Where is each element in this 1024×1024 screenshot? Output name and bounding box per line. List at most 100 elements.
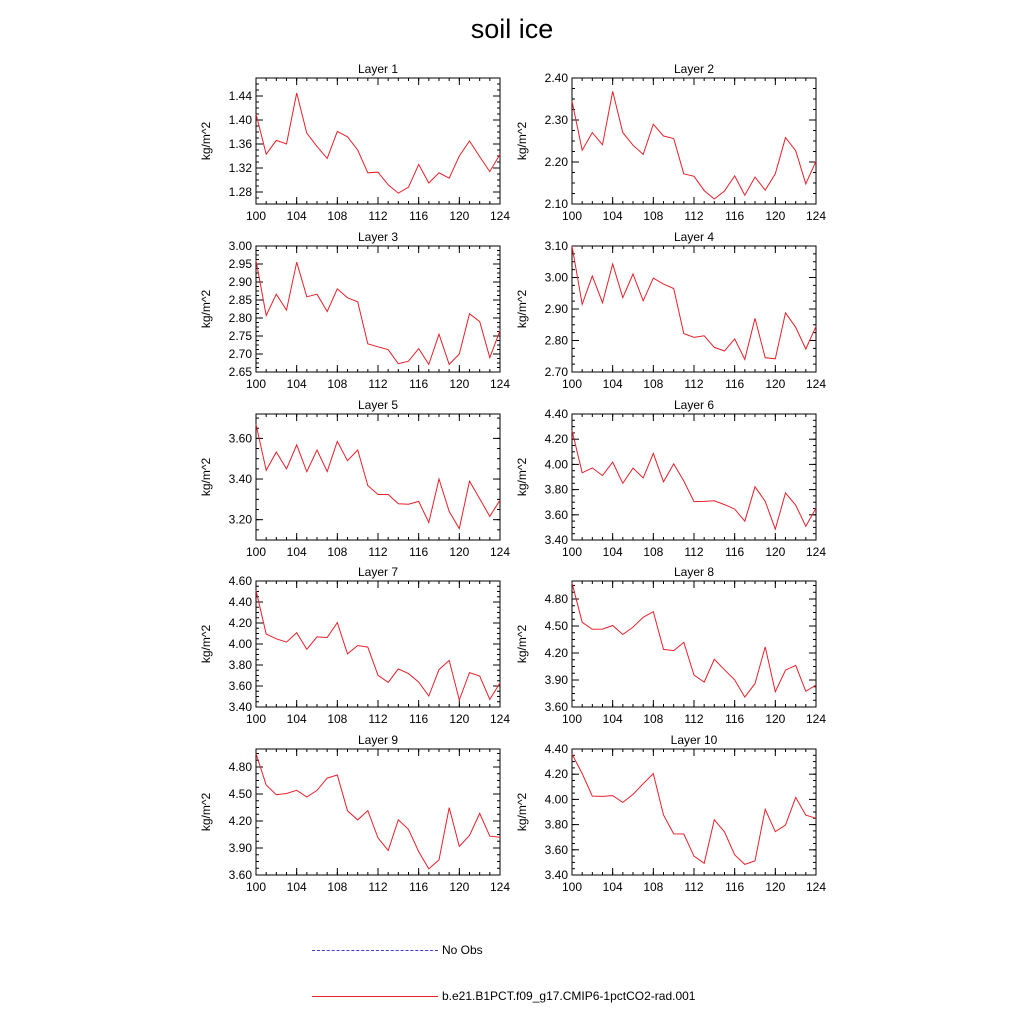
layer-6-y-axis-label: kg/m^2	[515, 458, 529, 497]
layer-3-y-tick-label: 3.00	[229, 239, 253, 253]
layer-5-title: Layer 5	[358, 398, 398, 412]
layer-4-x-tick-label: 120	[765, 377, 785, 391]
layer-7-x-tick-label: 104	[287, 712, 307, 726]
layer-4-y-tick-label: 3.00	[545, 271, 569, 285]
layer-3-y-axis-label: kg/m^2	[199, 290, 213, 329]
layer-4-y-tick-label: 2.80	[545, 334, 569, 348]
layer-4-series-line	[571, 245, 817, 361]
layer-5-x-tick-label: 112	[368, 545, 387, 559]
layer-9-y-tick-label: 4.20	[229, 814, 253, 828]
layer-6-y-tick-label: 4.20	[545, 432, 569, 446]
layer-3-title: Layer 3	[358, 230, 398, 244]
layer-9-title: Layer 9	[358, 733, 398, 747]
layer-10-y-axis-label: kg/m^2	[515, 793, 529, 832]
layer-2-y-axis-label: kg/m^2	[515, 122, 529, 161]
layer-5-y-tick-label: 3.40	[229, 472, 253, 486]
layer-3-y-tick-label: 2.80	[229, 311, 253, 325]
layer-10-y-tick-label: 3.80	[545, 818, 569, 832]
layer-8-y-tick-label: 4.80	[545, 592, 569, 606]
layer-1-y-tick-label: 1.36	[229, 137, 253, 151]
layer-2-x-tick-label: 108	[643, 209, 663, 223]
layer-3-series-line	[255, 260, 501, 366]
layer-6-series-line	[571, 430, 817, 531]
chart-title: soil ice	[470, 14, 554, 44]
layer-6-x-tick-label: 116	[725, 545, 744, 559]
layer-7-x-tick-label: 112	[368, 712, 387, 726]
layer-4-x-tick-label: 100	[562, 377, 582, 391]
layer-6-x-tick-label: 108	[643, 545, 663, 559]
layer-3-x-tick-label: 120	[449, 377, 469, 391]
layer-4-y-tick-label: 2.90	[545, 302, 569, 316]
layer-6-y-tick-label: 3.40	[545, 533, 569, 547]
layer-5-x-tick-label: 104	[287, 545, 307, 559]
layer-1-x-tick-label: 120	[449, 209, 469, 223]
layer-9-x-tick-label: 120	[449, 880, 469, 894]
layer-4-y-tick-label: 3.10	[545, 239, 569, 253]
layer-6-y-tick-label: 3.60	[545, 508, 569, 522]
layer-10-x-tick-label: 120	[765, 880, 785, 894]
layer-8-series-line	[571, 582, 817, 698]
layer-6-y-tick-label: 4.40	[545, 407, 569, 421]
layer-9-y-axis-label: kg/m^2	[199, 793, 213, 832]
layer-3-y-tick-label: 2.65	[229, 365, 253, 379]
layer-6-x-tick-label: 100	[562, 545, 582, 559]
layer-8-x-tick-label: 108	[643, 712, 663, 726]
layer-6-x-tick-label: 104	[603, 545, 623, 559]
layer-9-x-tick-label: 124	[490, 880, 510, 894]
layer-10-title: Layer 10	[671, 733, 718, 747]
layer-4-x-tick-label: 124	[806, 377, 826, 391]
layer-7-title: Layer 7	[358, 565, 398, 579]
layer-7-x-tick-label: 100	[246, 712, 266, 726]
layer-10-y-tick-label: 4.40	[545, 742, 569, 756]
layer-1-series-line	[255, 92, 501, 194]
layer-10-y-tick-label: 3.40	[545, 868, 569, 882]
layer-10-x-tick-label: 104	[603, 880, 623, 894]
layer-7-y-tick-label: 3.40	[229, 700, 253, 714]
layer-6-x-tick-label: 112	[684, 545, 703, 559]
layer-5-x-tick-label: 116	[409, 545, 428, 559]
layer-2-x-tick-label: 112	[684, 209, 703, 223]
layer-3-y-tick-label: 2.75	[229, 329, 253, 343]
layer-5-x-tick-label: 120	[449, 545, 469, 559]
layer-1-x-tick-label: 124	[490, 209, 510, 223]
layer-9-x-tick-label: 116	[409, 880, 428, 894]
layer-5-plot-frame	[255, 413, 501, 541]
layer-1-x-tick-label: 112	[368, 209, 387, 223]
layer-9-y-tick-label: 3.90	[229, 841, 253, 855]
layer-7-series-line	[255, 590, 501, 702]
layer-4-title: Layer 4	[674, 230, 714, 244]
legend-item-model-run: b.e21.B1PCT.f09_g17.CMIP6-1pctCO2-rad.00…	[312, 986, 695, 1006]
layer-6-x-tick-label: 120	[765, 545, 785, 559]
layer-8-x-tick-label: 112	[684, 712, 703, 726]
legend-swatch-no-obs	[312, 949, 438, 951]
layer-3-x-tick-label: 116	[409, 377, 428, 391]
layer-1-y-axis-label: kg/m^2	[199, 122, 213, 161]
layer-9-x-tick-label: 104	[287, 880, 307, 894]
layer-1-x-tick-label: 104	[287, 209, 307, 223]
layer-9-y-tick-label: 4.80	[229, 760, 253, 774]
layer-7-x-tick-label: 116	[409, 712, 428, 726]
layer-2-x-tick-label: 116	[725, 209, 744, 223]
layer-3-plot-frame	[255, 245, 501, 373]
layer-9-x-tick-label: 100	[246, 880, 266, 894]
layer-4-plot-frame	[571, 245, 817, 373]
layer-3-x-tick-label: 104	[287, 377, 307, 391]
layer-3-x-tick-label: 112	[368, 377, 387, 391]
layer-7-x-tick-label: 124	[490, 712, 510, 726]
layer-3-x-tick-label: 100	[246, 377, 266, 391]
layer-9-series-line	[255, 753, 501, 870]
layer-4-x-tick-label: 108	[643, 377, 663, 391]
layer-7-x-tick-label: 108	[327, 712, 347, 726]
layer-5-x-tick-label: 124	[490, 545, 510, 559]
legend-label-model-run: b.e21.B1PCT.f09_g17.CMIP6-1pctCO2-rad.00…	[442, 989, 696, 1003]
layer-5-series-line	[255, 424, 501, 530]
layer-2-y-tick-label: 2.10	[545, 197, 569, 211]
layer-4-x-tick-label: 112	[684, 377, 703, 391]
layer-10-y-tick-label: 4.00	[545, 792, 569, 806]
layer-6-x-tick-label: 124	[806, 545, 826, 559]
layer-7-y-tick-label: 4.20	[229, 616, 253, 630]
layer-1-y-tick-label: 1.32	[229, 161, 253, 175]
layer-9-y-tick-label: 4.50	[229, 787, 253, 801]
layer-3-y-tick-label: 2.70	[229, 347, 253, 361]
layer-8-y-tick-label: 3.60	[545, 700, 569, 714]
